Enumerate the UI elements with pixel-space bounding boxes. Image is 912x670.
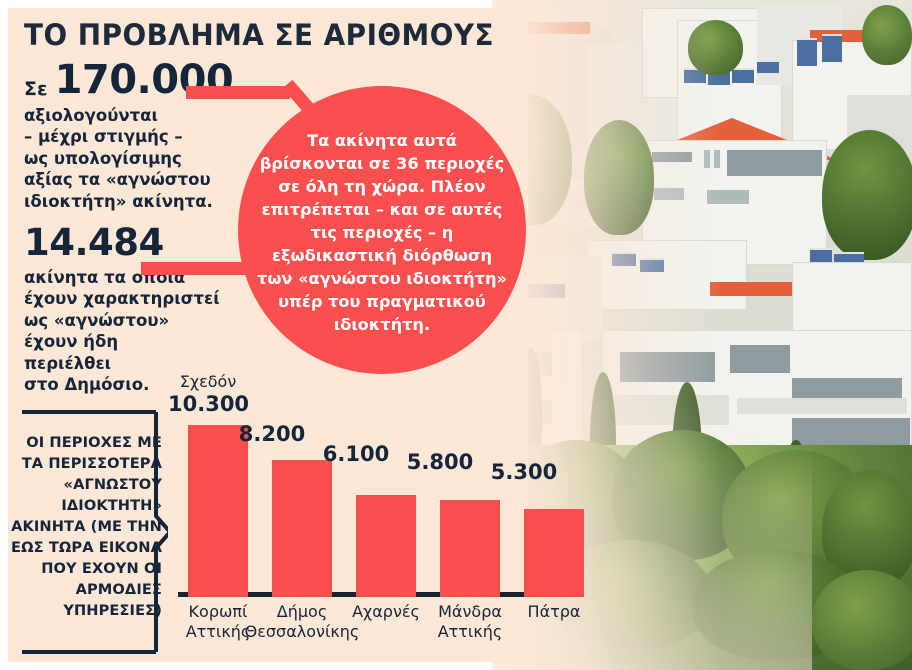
stat-prefix: Σε: [24, 78, 48, 100]
bar-label-3: Μάνδρα Αττικής: [437, 602, 503, 641]
connector-line-top-horizontal: [186, 86, 290, 99]
photo-window: [727, 150, 822, 176]
chart-caption: ΟΙ ΠΕΡΙΟΧΕΣ ΜΕ ΤΑ ΠΕΡΙΣΣΟΤΕΡΑ «ΑΓΝΩΣΤΟΥ …: [11, 434, 162, 619]
bar-label-1: Δήμος Θεσσαλονίκης: [244, 602, 360, 641]
bar-label-4: Πάτρα: [527, 602, 581, 621]
photo-solar-heater: [732, 68, 754, 83]
bar-value-1: 8.200: [238, 422, 306, 446]
bracket-pointer: [22, 410, 168, 654]
photo-roof: [710, 282, 800, 296]
callout-circle: Τα ακίνητα αυτά βρίσκονται σε 36 περιοχέ…: [238, 86, 526, 374]
photo-tree: [812, 570, 912, 670]
bar-label-2: Αχαρνές: [352, 602, 420, 621]
bar-0: [188, 425, 248, 597]
bar-chart: Σχεδόν 10.300 Κορωπί Αττικής 8.200 Δήμος…: [168, 368, 584, 648]
bar-1: [272, 460, 332, 597]
photo-tree: [822, 130, 912, 260]
bar-value-3: 5.800: [406, 450, 474, 474]
stat-block-170000: Σε 170.000 αξιολογούνται – μέχρι στιγμής…: [24, 60, 234, 212]
stat-description: αξιολογούνται – μέχρι στιγμής – ως υπολο…: [24, 106, 213, 211]
bar-2: [356, 495, 416, 597]
bar-annotation-0: Σχεδόν: [179, 372, 237, 391]
callout-text: Τα ακίνητα αυτά βρίσκονται σε 36 περιοχέ…: [257, 130, 507, 334]
photo-window: [792, 378, 902, 400]
bar-label-0: Κορωπί Αττικής: [185, 602, 251, 641]
bar-value-2: 6.100: [322, 442, 390, 466]
photo-solar-heater: [757, 60, 779, 73]
photo-tree: [862, 5, 912, 65]
photo-solar-heater: [822, 34, 842, 62]
stat-number: 14.484: [24, 221, 164, 264]
connector-line-bottom: [141, 262, 265, 275]
bar-3: [440, 500, 500, 597]
bar-value-0: 10.300: [168, 392, 250, 416]
photo-solar-heater: [810, 248, 832, 262]
bar-4: [524, 509, 584, 597]
bar-value-4: 5.300: [490, 460, 558, 484]
photo-solar-heater: [797, 38, 817, 66]
page-title: ΤΟ ΠΡΟΒΛΗΜΑ ΣΕ ΑΡΙΘΜΟΥΣ: [24, 18, 495, 52]
